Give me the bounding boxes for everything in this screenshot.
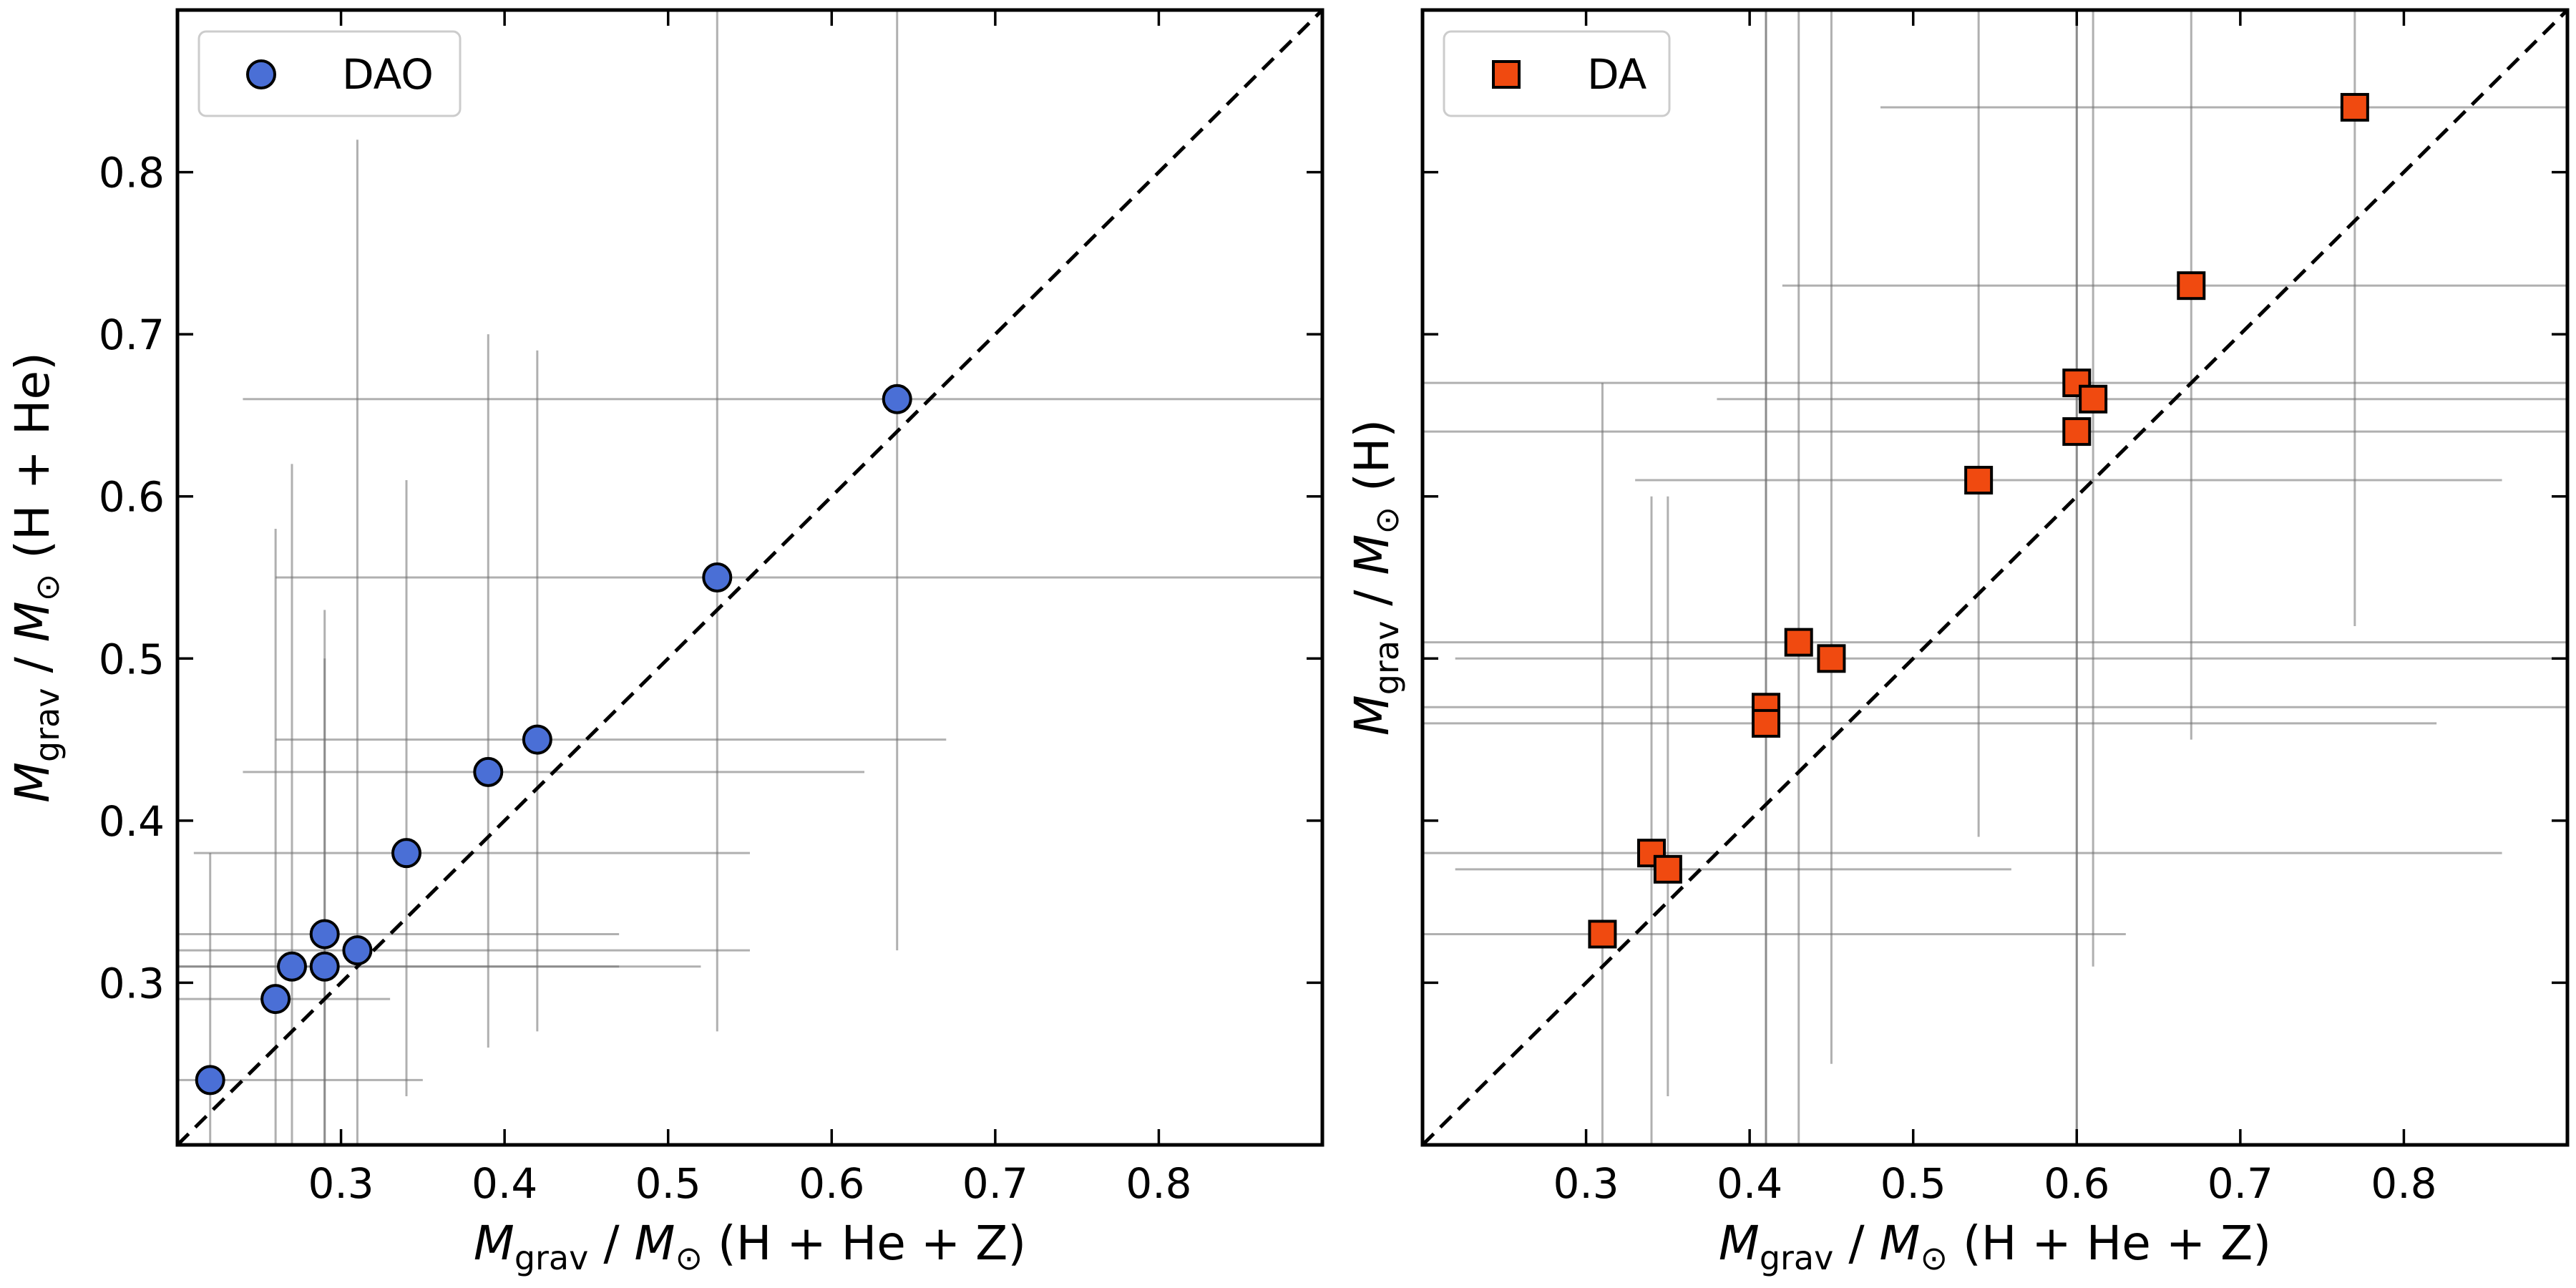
y-tick-label: 0.6 bbox=[99, 473, 165, 522]
x-tick-label: 0.6 bbox=[799, 1159, 864, 1208]
axes-frame bbox=[1420, 8, 2570, 1147]
da-panel: 0.3 0.4 0.5 0.6 0.7 0.8 Mgrav / M⊙ (H + He + Z… bbox=[1345, 8, 2570, 1277]
x-tick-label: 0.8 bbox=[2371, 1159, 2436, 1208]
y-tick-label: 0.4 bbox=[99, 797, 165, 846]
data-point bbox=[702, 562, 733, 592]
data-point bbox=[1964, 466, 1994, 495]
data-point bbox=[1588, 919, 1617, 949]
data-point bbox=[2079, 384, 2108, 414]
legend-marker bbox=[246, 59, 276, 89]
data-point bbox=[1817, 644, 1846, 673]
data-point bbox=[1752, 708, 1780, 738]
legend-marker bbox=[1492, 60, 1521, 89]
legend-box bbox=[197, 30, 462, 117]
legend: DAO bbox=[197, 30, 462, 117]
one-to-one-line bbox=[1421, 9, 2569, 1146]
x-tick-label: 0.4 bbox=[1717, 1159, 1782, 1208]
data-points bbox=[1588, 92, 2369, 949]
one-to-one-line bbox=[176, 9, 1324, 1146]
data-point bbox=[2340, 92, 2369, 122]
data-point bbox=[342, 935, 373, 966]
x-tick-label: 0.7 bbox=[2207, 1159, 2273, 1208]
data-point bbox=[1784, 628, 1813, 657]
y-tick-label: 0.3 bbox=[99, 959, 165, 1008]
ticks: 0.3 0.4 0.5 0.6 0.7 0.8 bbox=[1423, 10, 2567, 1208]
x-tick-label: 0.5 bbox=[1880, 1159, 1946, 1208]
data-points bbox=[195, 384, 912, 1096]
x-axis-label: Mgrav / M⊙ (H + He + Z) bbox=[1719, 1216, 2271, 1277]
y-axis-label: Mgrav / M⊙ (H) bbox=[1345, 419, 1406, 736]
data-point bbox=[309, 951, 340, 982]
x-tick-label: 0.8 bbox=[1126, 1159, 1191, 1208]
data-point bbox=[1653, 854, 1682, 884]
data-point bbox=[309, 919, 340, 950]
data-point bbox=[260, 984, 291, 1015]
x-tick-label: 0.5 bbox=[635, 1159, 701, 1208]
x-tick-label: 0.3 bbox=[1553, 1159, 1619, 1208]
data-point bbox=[2062, 417, 2092, 447]
data-point bbox=[2177, 271, 2206, 301]
x-tick-label: 0.6 bbox=[2044, 1159, 2109, 1208]
x-axis-label: Mgrav / M⊙ (H + He + Z) bbox=[474, 1216, 1026, 1277]
dao-panel: 0.3 0.4 0.5 0.6 0.7 0.8 0.3 0.4 0.5 0.6 0.7 0.8 Mgra… bbox=[5, 8, 1324, 1277]
legend: DA bbox=[1443, 30, 1671, 117]
x-tick-label: 0.4 bbox=[472, 1159, 537, 1208]
axes-frame bbox=[175, 8, 1324, 1147]
legend-label: DA bbox=[1587, 50, 1647, 99]
y-tick-label: 0.7 bbox=[99, 311, 165, 359]
data-point bbox=[882, 384, 912, 414]
error-bars bbox=[1423, 10, 2567, 1145]
legend-box bbox=[1443, 30, 1671, 117]
x-tick-label: 0.7 bbox=[962, 1159, 1028, 1208]
x-tick-label: 0.3 bbox=[308, 1159, 374, 1208]
legend-label: DAO bbox=[342, 50, 434, 99]
data-point bbox=[522, 724, 552, 755]
y-tick-label: 0.5 bbox=[99, 635, 165, 683]
data-point bbox=[277, 951, 307, 982]
y-tick-label: 0.8 bbox=[99, 149, 165, 197]
data-point bbox=[473, 756, 504, 787]
y-axis-label: Mgrav / M⊙ (H + He) bbox=[5, 352, 67, 803]
data-point bbox=[195, 1065, 225, 1096]
data-point bbox=[391, 838, 421, 869]
ticks: 0.3 0.4 0.5 0.6 0.7 0.8 0.3 0.4 0.5 0.6 0.7 0.8 bbox=[99, 10, 1322, 1208]
